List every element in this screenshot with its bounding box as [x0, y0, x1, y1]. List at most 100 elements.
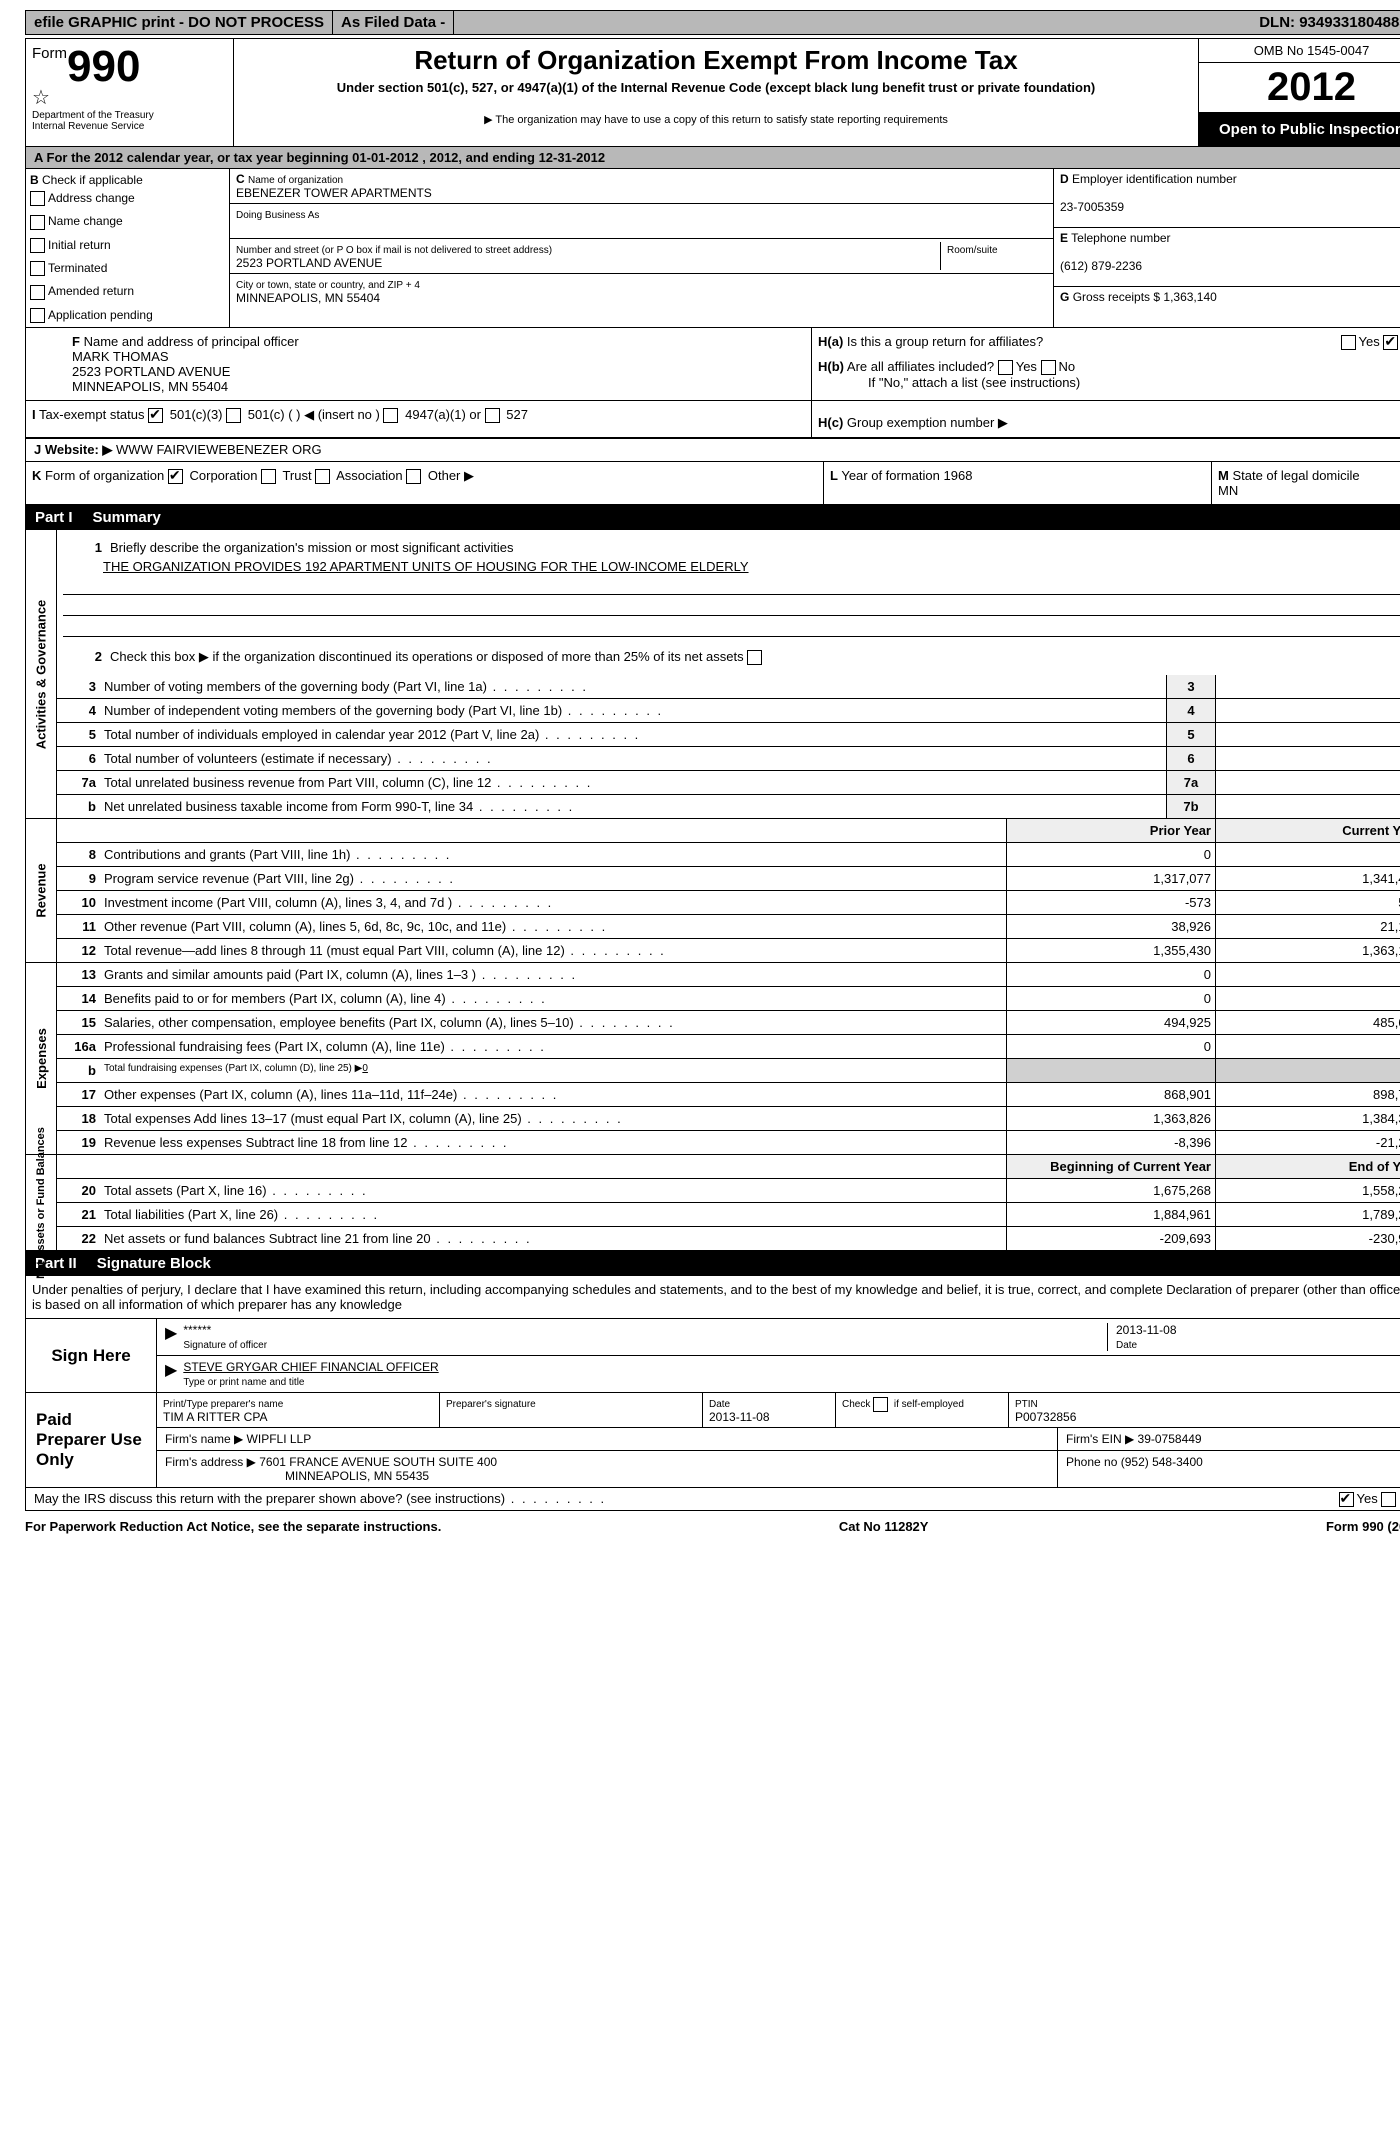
form-subtitle: Under section 501(c), 527, or 4947(a)(1)…: [240, 80, 1192, 95]
page-footer: For Paperwork Reduction Act Notice, see …: [25, 1519, 1400, 1534]
dba-label: Doing Business As: [236, 210, 319, 221]
signature-placeholder: ******: [183, 1323, 211, 1337]
org-address: 2523 PORTLAND AVENUE: [236, 256, 382, 270]
checkbox-discuss-no[interactable]: [1381, 1492, 1396, 1507]
part-2-header: Part IISignature Block: [25, 1251, 1400, 1276]
section-klm: K Form of organization Corporation Trust…: [25, 462, 1400, 505]
expense-row: bTotal fundraising expenses (Part IX, co…: [57, 1059, 1400, 1083]
officer-addr2: MINNEAPOLIS, MN 55404: [72, 379, 228, 394]
section-activities: Activities & Governance 1Briefly describ…: [25, 530, 1400, 819]
ptin: P00732856: [1015, 1410, 1076, 1424]
expense-row: 13Grants and similar amounts paid (Part …: [57, 963, 1400, 987]
mission-text: THE ORGANIZATION PROVIDES 192 APARTMENT …: [103, 559, 1400, 574]
checkbox-discuss-yes[interactable]: [1339, 1492, 1354, 1507]
efile-notice: efile GRAPHIC print - DO NOT PROCESS: [26, 11, 333, 34]
checkbox-terminated[interactable]: [30, 261, 45, 276]
net-row: 21Total liabilities (Part X, line 26)1,8…: [57, 1203, 1400, 1227]
public-inspection: Open to Public Inspection: [1199, 113, 1400, 146]
col-current-year: Current Year: [1216, 819, 1400, 842]
revenue-row: 9Program service revenue (Part VIII, lin…: [57, 867, 1400, 891]
expense-row: 19Revenue less expenses Subtract line 18…: [57, 1131, 1400, 1154]
dept-treasury: Department of the Treasury: [32, 110, 227, 121]
summary-row: 5Total number of individuals employed in…: [57, 723, 1400, 747]
expense-row: 16aProfessional fundraising fees (Part I…: [57, 1035, 1400, 1059]
section-fh: F Name and address of principal officer …: [25, 328, 1400, 401]
expense-row: 14Benefits paid to or for members (Part …: [57, 987, 1400, 1011]
vtab-expenses: Expenses: [34, 1028, 49, 1089]
paperwork-notice: For Paperwork Reduction Act Notice, see …: [25, 1519, 441, 1534]
form-header: Form990 ☆ Department of the Treasury Int…: [25, 38, 1400, 147]
expense-row: 17Other expenses (Part IX, column (A), l…: [57, 1083, 1400, 1107]
org-city: MINNEAPOLIS, MN 55404: [236, 291, 380, 305]
checkbox-address-change[interactable]: [30, 191, 45, 206]
section-revenue: Revenue Prior YearCurrent Year 8Contribu…: [25, 819, 1400, 963]
b-header: Check if applicable: [42, 173, 143, 187]
checkbox-self-employed[interactable]: [873, 1397, 888, 1412]
gross-receipts: 1,363,140: [1163, 290, 1216, 304]
expense-row: 15Salaries, other compensation, employee…: [57, 1011, 1400, 1035]
firm-phone: (952) 548-3400: [1121, 1455, 1203, 1469]
checkbox-assoc[interactable]: [315, 469, 330, 484]
checkbox-initial-return[interactable]: [30, 238, 45, 253]
expense-row: 18Total expenses Add lines 13–17 (must e…: [57, 1107, 1400, 1131]
revenue-row: 10Investment income (Part VIII, column (…: [57, 891, 1400, 915]
checkbox-other[interactable]: [406, 469, 421, 484]
revenue-row: 11Other revenue (Part VIII, column (A), …: [57, 915, 1400, 939]
checkbox-pending[interactable]: [30, 308, 45, 323]
vtab-activities: Activities & Governance: [34, 599, 49, 749]
signature-section: Sign Here ▶******Signature of officer201…: [25, 1319, 1400, 1488]
as-filed: As Filed Data -: [333, 11, 454, 34]
section-bcd: B Check if applicable Address change Nam…: [25, 169, 1400, 328]
checkbox-501c3[interactable]: [148, 408, 163, 423]
form-number: 990: [67, 42, 140, 91]
tax-year: 2012: [1199, 63, 1400, 113]
checkbox-527[interactable]: [485, 408, 500, 423]
perjury-statement: Under penalties of perjury, I declare th…: [25, 1276, 1400, 1319]
row-a-tax-year: A For the 2012 calendar year, or tax yea…: [25, 147, 1400, 169]
checkbox-ha-no[interactable]: [1383, 335, 1398, 350]
group-exemption: Group exemption number ▶: [847, 415, 1008, 430]
sign-here-label: Sign Here: [26, 1319, 157, 1392]
net-row: 20Total assets (Part X, line 16)1,675,26…: [57, 1179, 1400, 1203]
ein: 23-7005359: [1060, 200, 1124, 214]
checkbox-discontinued[interactable]: [747, 650, 762, 665]
copy-notice: ▶ The organization may have to use a cop…: [240, 113, 1192, 126]
checkbox-amended[interactable]: [30, 285, 45, 300]
col-boy: Beginning of Current Year: [1006, 1155, 1216, 1178]
checkbox-501c[interactable]: [226, 408, 241, 423]
net-row: 22Net assets or fund balances Subtract l…: [57, 1227, 1400, 1250]
phone: (612) 879-2236: [1060, 259, 1142, 273]
summary-row: 4Number of independent voting members of…: [57, 699, 1400, 723]
revenue-row: 8Contributions and grants (Part VIII, li…: [57, 843, 1400, 867]
section-net-assets: Net Assets or Fund Balances Beginning of…: [25, 1155, 1400, 1251]
dln: DLN: 93493318048853: [1251, 11, 1400, 34]
preparer-date: 2013-11-08: [709, 1410, 770, 1424]
part-1-header: Part ISummary: [25, 505, 1400, 530]
year-formed: 1968: [944, 468, 973, 483]
website-url: WWW FAIRVIEWEBENEZER ORG: [116, 442, 322, 457]
checkbox-ha-yes[interactable]: [1341, 335, 1356, 350]
summary-row: 6Total number of volunteers (estimate if…: [57, 747, 1400, 771]
checkbox-4947[interactable]: [383, 408, 398, 423]
officer-addr1: 2523 PORTLAND AVENUE: [72, 364, 230, 379]
vtab-revenue: Revenue: [34, 863, 49, 917]
row-j-website: J Website: ▶ WWW FAIRVIEWEBENEZER ORG: [25, 439, 1400, 462]
revenue-row: 12Total revenue—add lines 8 through 11 (…: [57, 939, 1400, 962]
preparer-name: TIM A RITTER CPA: [163, 1410, 267, 1424]
firm-ein: 39-0758449: [1138, 1432, 1202, 1446]
firm-name: WIPFLI LLP: [247, 1432, 312, 1446]
top-bar: efile GRAPHIC print - DO NOT PROCESS As …: [25, 10, 1400, 35]
firm-address2: MINNEAPOLIS, MN 55435: [165, 1469, 429, 1483]
checkbox-hb-no[interactable]: [1041, 360, 1056, 375]
checkbox-name-change[interactable]: [30, 215, 45, 230]
vtab-net-assets: Net Assets or Fund Balances: [35, 1127, 47, 1279]
checkbox-corp[interactable]: [168, 469, 183, 484]
checkbox-trust[interactable]: [261, 469, 276, 484]
summary-row: bNet unrelated business taxable income f…: [57, 795, 1400, 818]
col-prior-year: Prior Year: [1006, 819, 1216, 842]
irs-label: Internal Revenue Service: [32, 121, 227, 132]
checkbox-hb-yes[interactable]: [998, 360, 1013, 375]
section-expenses: Expenses 13Grants and similar amounts pa…: [25, 963, 1400, 1155]
col-eoy: End of Year: [1216, 1155, 1400, 1178]
summary-row: 3Number of voting members of the governi…: [57, 675, 1400, 699]
